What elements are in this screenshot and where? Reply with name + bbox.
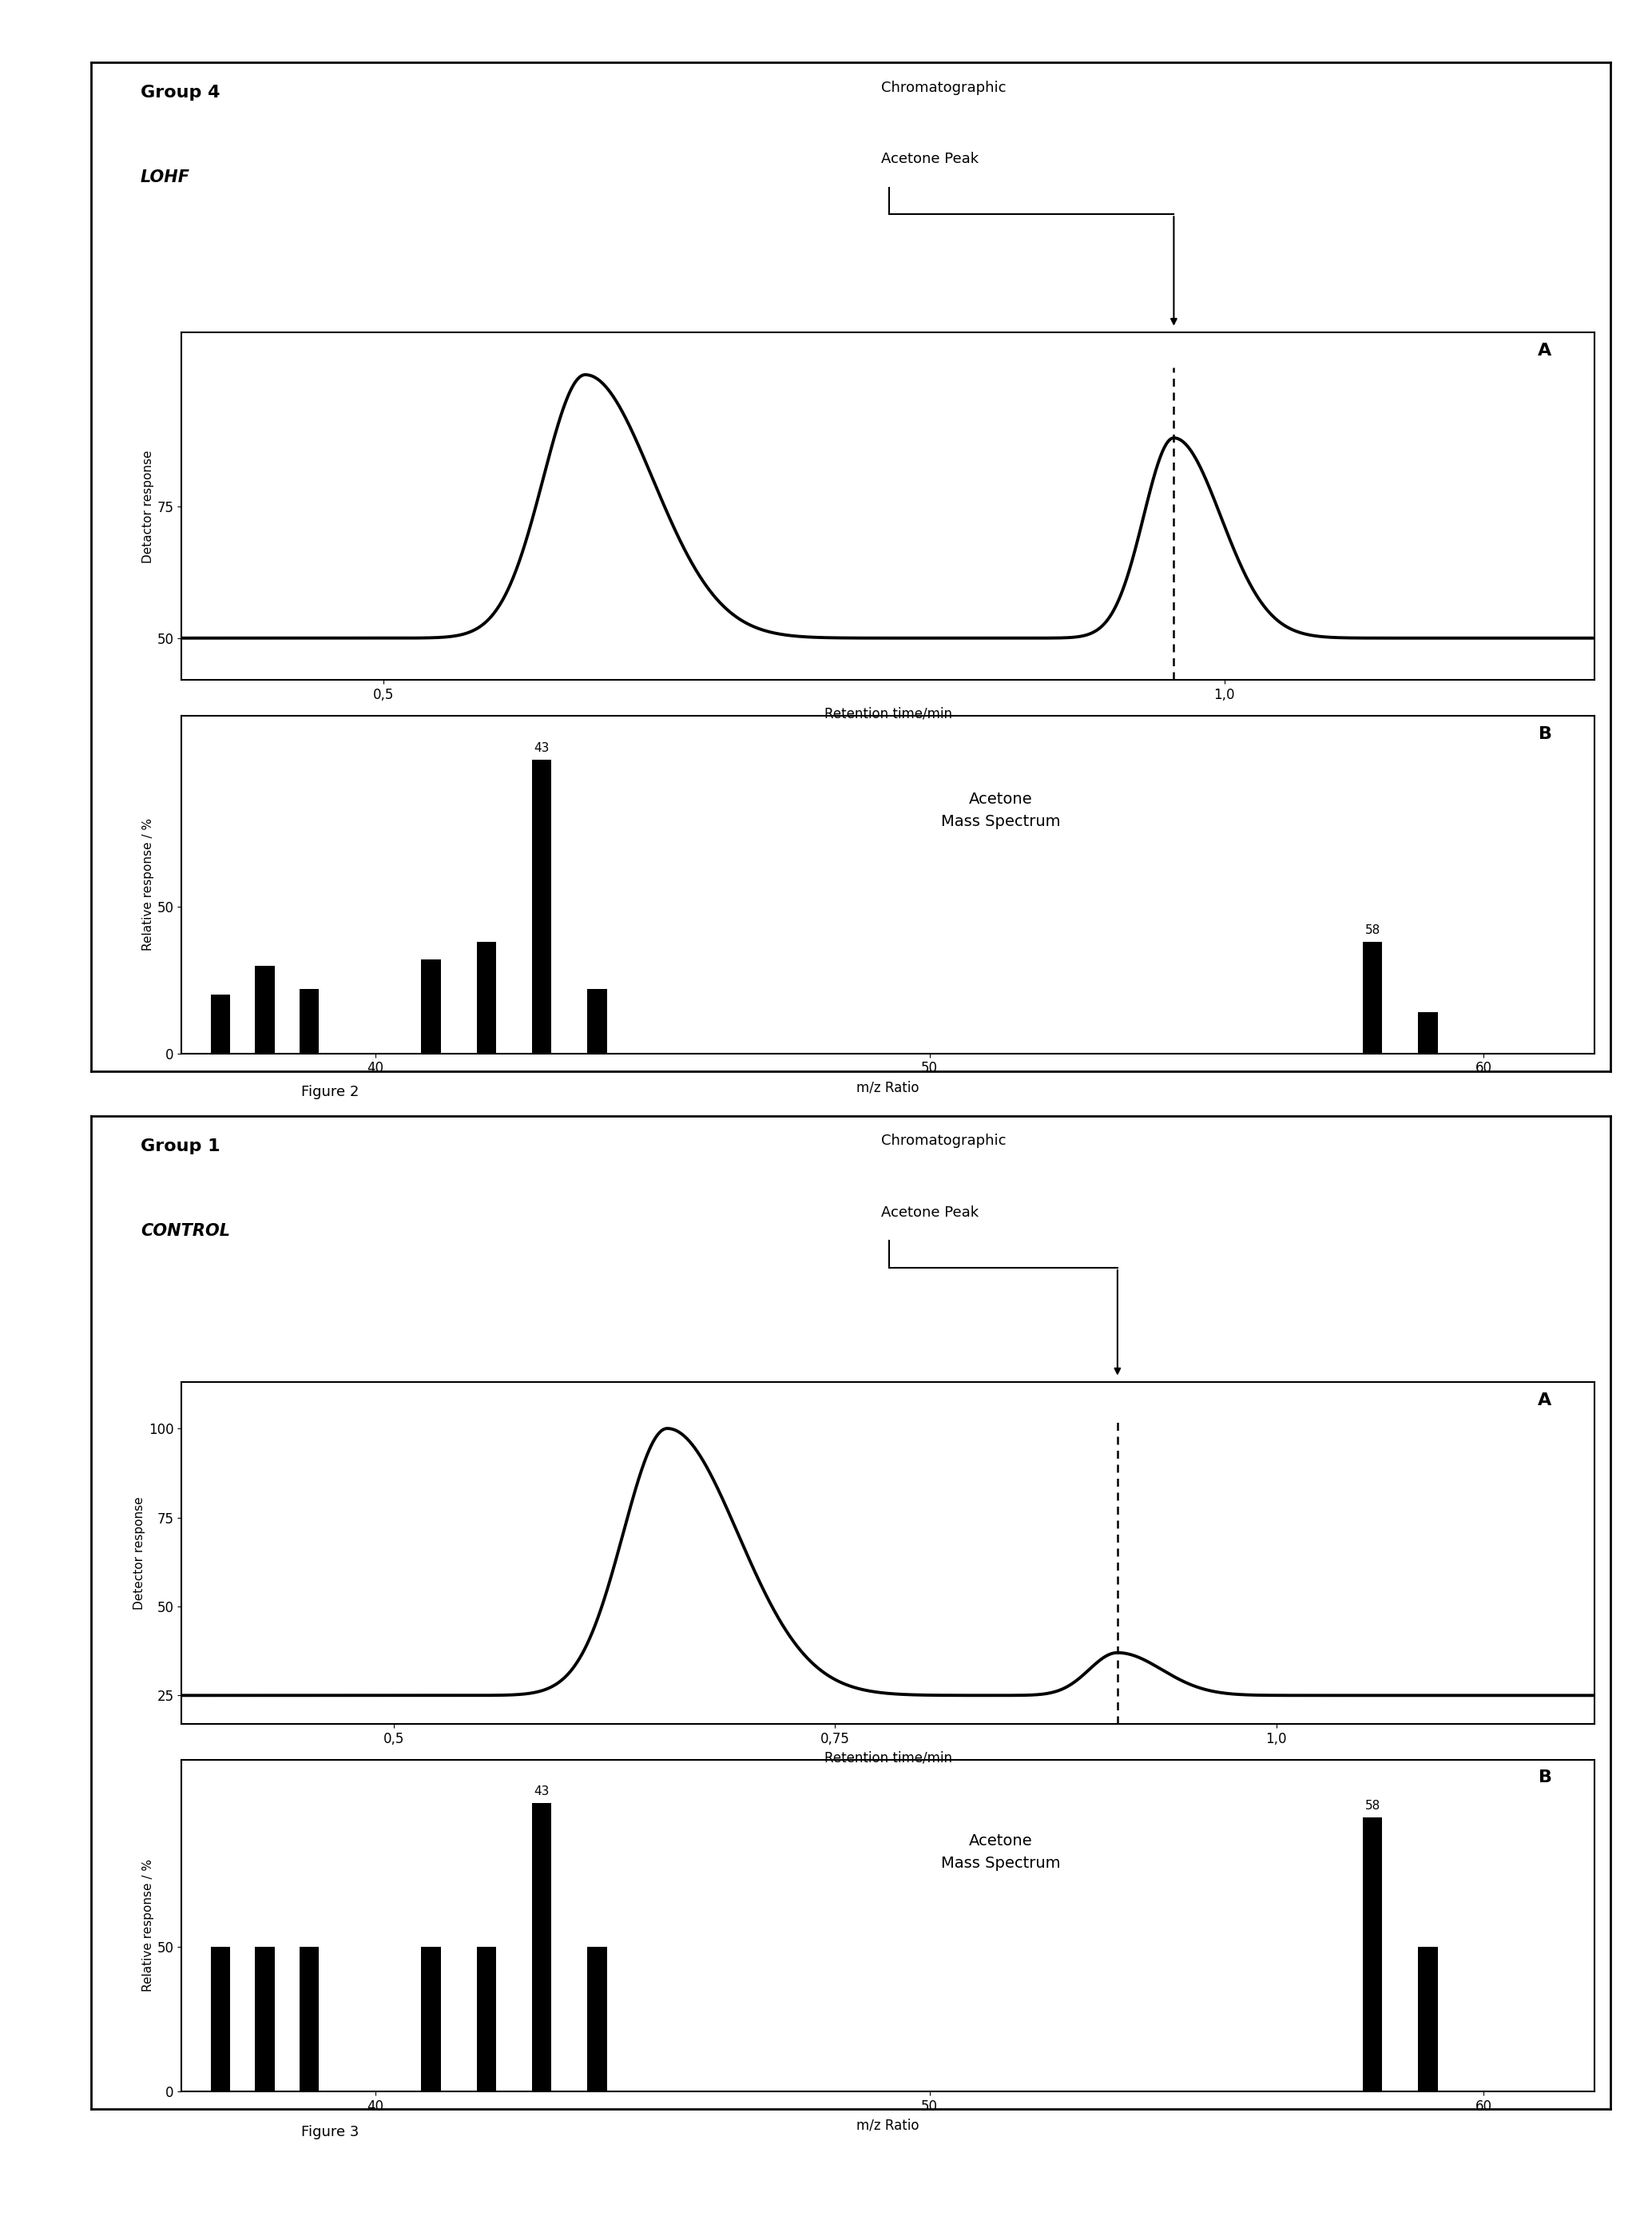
- Text: 58: 58: [1365, 924, 1381, 935]
- Y-axis label: Relative response / %: Relative response / %: [142, 819, 154, 951]
- Bar: [421, 1946, 441, 2091]
- Bar: [532, 1803, 552, 2091]
- Text: Group 4: Group 4: [140, 85, 220, 100]
- Bar: [1363, 1817, 1383, 2091]
- Y-axis label: Detactor response: Detactor response: [142, 451, 154, 562]
- Bar: [254, 1946, 274, 2091]
- Text: LOHF: LOHF: [140, 170, 190, 185]
- Text: Chromatographic: Chromatographic: [881, 1134, 1006, 1147]
- Bar: [588, 1946, 606, 2091]
- Text: Acetone
Mass Spectrum: Acetone Mass Spectrum: [942, 792, 1061, 830]
- Text: 43: 43: [534, 1786, 550, 1797]
- Bar: [1419, 1013, 1437, 1054]
- Text: CONTROL: CONTROL: [140, 1223, 230, 1239]
- Bar: [532, 759, 552, 1054]
- Text: Acetone
Mass Spectrum: Acetone Mass Spectrum: [942, 1835, 1061, 1870]
- Bar: [299, 989, 319, 1054]
- Bar: [1363, 942, 1383, 1054]
- X-axis label: m/z Ratio: m/z Ratio: [857, 2118, 919, 2132]
- Bar: [477, 1946, 496, 2091]
- X-axis label: m/z Ratio: m/z Ratio: [857, 1080, 919, 1094]
- Bar: [299, 1946, 319, 2091]
- Text: B: B: [1538, 1770, 1551, 1786]
- Y-axis label: Relative response / %: Relative response / %: [142, 1859, 154, 1991]
- Text: Group 1: Group 1: [140, 1138, 220, 1154]
- Bar: [254, 966, 274, 1054]
- Text: 58: 58: [1365, 1799, 1381, 1812]
- Bar: [211, 995, 230, 1054]
- Text: A: A: [1538, 344, 1551, 359]
- X-axis label: Retention time/min: Retention time/min: [824, 1750, 952, 1766]
- X-axis label: Retention time/min: Retention time/min: [824, 708, 952, 721]
- Text: Acetone Peak: Acetone Peak: [881, 152, 978, 165]
- Text: Chromatographic: Chromatographic: [881, 80, 1006, 94]
- Bar: [421, 960, 441, 1054]
- Text: 43: 43: [534, 741, 550, 754]
- Bar: [1419, 1946, 1437, 2091]
- Text: Figure 3: Figure 3: [302, 2125, 358, 2138]
- Bar: [477, 942, 496, 1054]
- Y-axis label: Detector response: Detector response: [134, 1495, 145, 1609]
- Bar: [211, 1946, 230, 2091]
- Text: B: B: [1538, 725, 1551, 741]
- Text: Acetone Peak: Acetone Peak: [881, 1205, 978, 1219]
- Text: Figure 2: Figure 2: [302, 1085, 358, 1098]
- Text: A: A: [1538, 1393, 1551, 1408]
- Bar: [588, 989, 606, 1054]
